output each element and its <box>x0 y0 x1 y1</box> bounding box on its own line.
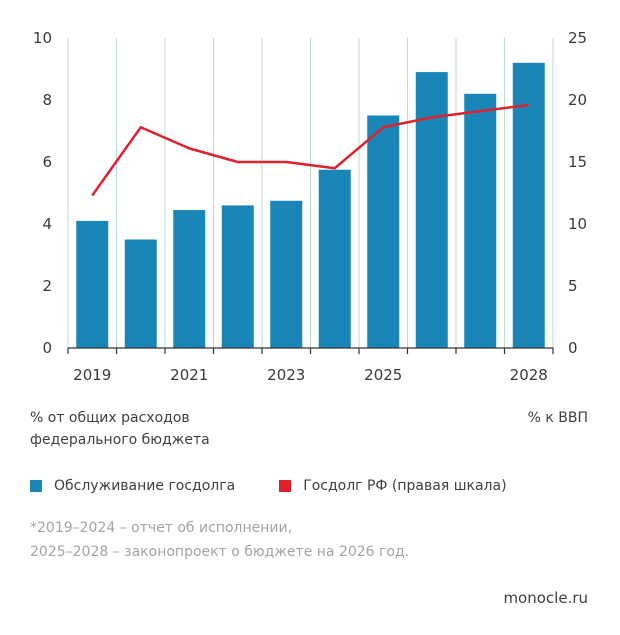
y-right-tick-label: 0 <box>568 339 578 357</box>
x-tick-label: 2021 <box>170 366 208 384</box>
footnote: *2019–2024 – отчет об исполнении, 2025–2… <box>30 516 409 564</box>
bar <box>367 115 400 348</box>
footnote-line1: *2019–2024 – отчет об исполнении, <box>30 520 293 536</box>
y-left-tick-label: 4 <box>42 215 52 233</box>
footnote-line2: 2025–2028 – законопроект о бюджете на 20… <box>30 544 410 560</box>
bar <box>124 239 157 348</box>
legend-label-bars: Обслуживание госдолга <box>54 478 236 494</box>
y-left-tick-label: 8 <box>42 91 52 109</box>
y-left-tick-label: 0 <box>42 339 52 357</box>
y-left-tick-label: 2 <box>42 277 52 295</box>
left-axis-label: % от общих расходов федерального бюджета <box>30 407 210 451</box>
y-right-tick-label: 5 <box>568 277 578 295</box>
y-left-tick-label: 6 <box>42 153 52 171</box>
bar <box>512 62 545 349</box>
source-label: monocle.ru <box>503 589 588 607</box>
legend-item-line: Госдолг РФ (правая шкала) <box>279 478 507 494</box>
bar <box>270 200 303 348</box>
left-axis-label-line2: федерального бюджета <box>30 432 210 448</box>
legend-swatch-line <box>279 480 292 492</box>
chart-axes <box>67 347 554 354</box>
line-series <box>91 103 529 197</box>
x-tick-label: 2025 <box>364 366 402 384</box>
bar <box>415 72 448 348</box>
bar <box>464 93 497 348</box>
y-right-tick-label: 20 <box>568 91 587 109</box>
legend: Обслуживание госдолга Госдолг РФ (правая… <box>30 478 551 494</box>
x-tick-label: 2028 <box>510 366 548 384</box>
bar <box>173 210 206 348</box>
legend-label-line: Госдолг РФ (правая шкала) <box>303 478 507 494</box>
bar <box>318 169 351 348</box>
legend-swatch-bars <box>30 480 42 492</box>
y-right-tick-label: 10 <box>568 215 587 233</box>
x-tick-label: 2019 <box>73 366 111 384</box>
legend-item-bars: Обслуживание госдолга <box>30 478 235 494</box>
line-path <box>91 103 529 197</box>
bar <box>221 205 254 348</box>
right-axis-label: % к ВВП <box>527 410 588 426</box>
left-axis-label-line1: % от общих расходов <box>30 410 190 426</box>
y-right-tick-label: 25 <box>568 29 587 47</box>
x-tick-label: 2023 <box>267 366 305 384</box>
bar <box>76 220 109 348</box>
bar-series <box>76 62 545 349</box>
chart-grid <box>67 38 554 348</box>
y-left-tick-label: 10 <box>33 29 52 47</box>
y-right-tick-label: 15 <box>568 153 587 171</box>
